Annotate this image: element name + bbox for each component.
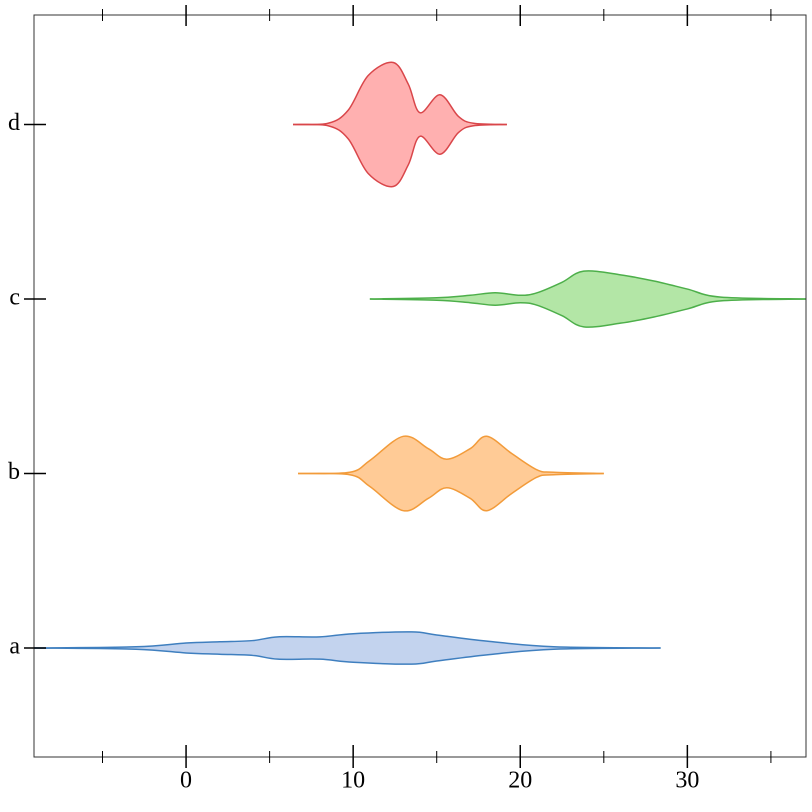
- x-tick-label: 30: [675, 768, 699, 794]
- violin-upper: [292, 61, 507, 126]
- x-tick-label: 0: [180, 768, 192, 794]
- plot-frame: [33, 14, 807, 758]
- y-tick-label: b: [8, 459, 20, 485]
- y-tick-label: c: [9, 285, 20, 311]
- violin-upper: [34, 631, 661, 649]
- violin-upper: [297, 435, 604, 475]
- y-tick-label: a: [9, 634, 20, 660]
- x-tick-label: 20: [508, 768, 532, 794]
- violin-lower: [34, 647, 661, 665]
- plot-area: [34, 61, 806, 665]
- violin-lower: [297, 472, 604, 512]
- x-tick-label: 10: [341, 768, 365, 794]
- violin-lower: [369, 298, 806, 328]
- violin-lower: [292, 123, 507, 188]
- violin-upper: [369, 270, 806, 300]
- y-tick-label: d: [8, 110, 20, 136]
